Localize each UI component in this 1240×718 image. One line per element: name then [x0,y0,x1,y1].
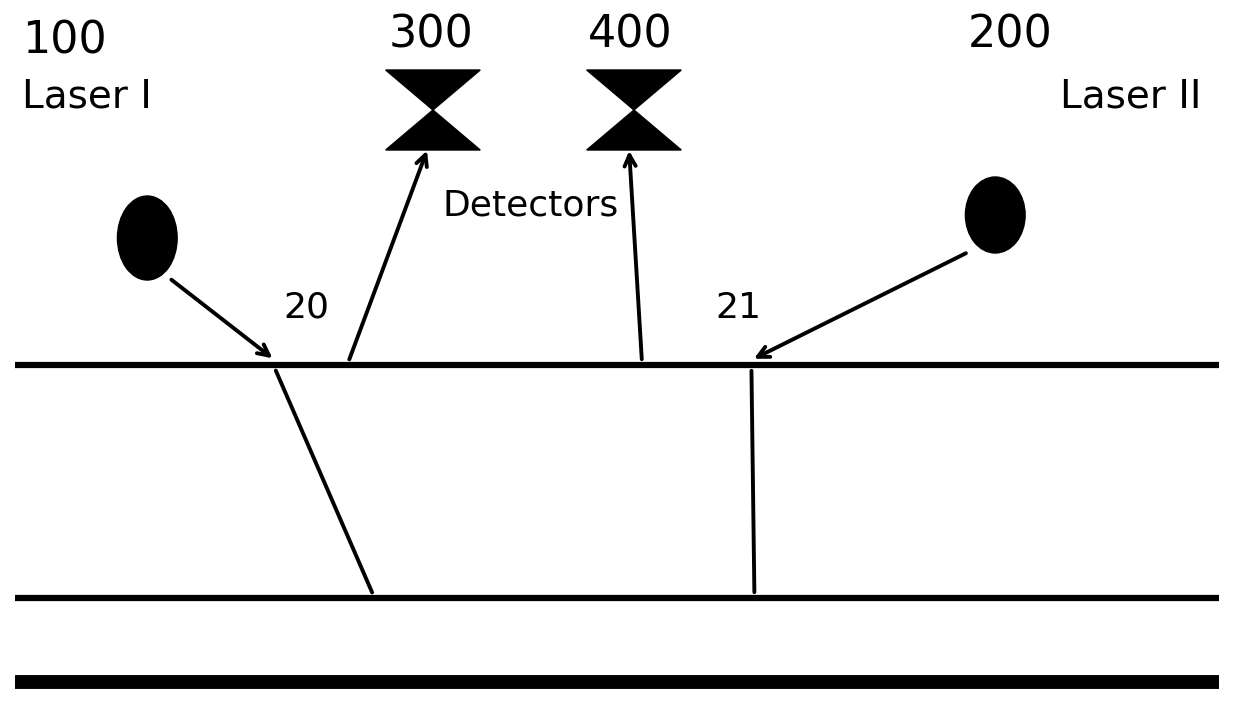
Polygon shape [386,110,480,150]
Text: 100: 100 [22,20,107,63]
Polygon shape [587,70,681,110]
Text: 200: 200 [967,14,1053,57]
Text: 20: 20 [284,291,330,325]
Text: 400: 400 [588,14,673,57]
Polygon shape [587,110,681,150]
Ellipse shape [966,177,1025,253]
Polygon shape [386,70,480,110]
Text: Laser II: Laser II [1060,78,1202,116]
Text: 300: 300 [388,14,472,57]
Ellipse shape [118,196,177,280]
Text: Laser I: Laser I [22,78,151,116]
Text: 21: 21 [715,291,761,325]
Text: Detectors: Detectors [443,188,619,222]
